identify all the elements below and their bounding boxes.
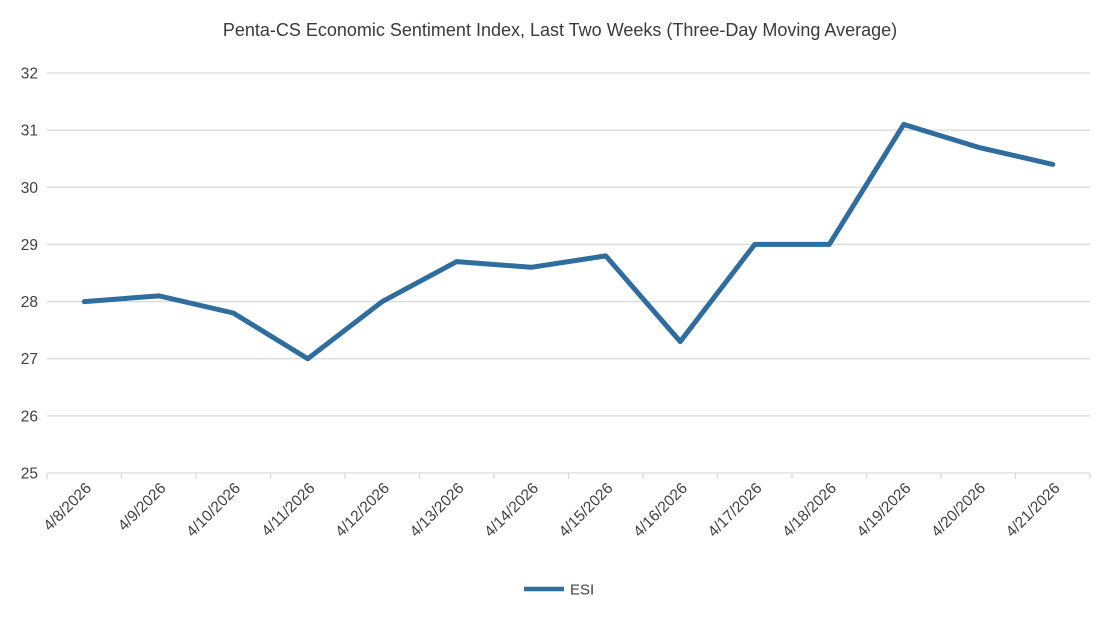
y-tick-label: 27 [21,351,38,368]
x-tick-label: 4/21/2026 [1003,480,1064,541]
x-tick-label: 4/18/2026 [779,480,840,541]
x-tick-label: 4/14/2026 [481,480,542,541]
y-axis-labels: 25 26 27 28 29 30 31 32 [21,66,39,483]
y-tick-label: 28 [21,294,38,311]
legend-label: ESI [570,582,594,599]
x-tick-label: 4/19/2026 [854,480,915,541]
x-axis-labels: 4/8/2026 4/9/2026 4/10/2026 4/11/2026 4/12/2… [40,480,1063,541]
x-tick-label: 4/20/2026 [928,480,989,541]
x-tick-label: 4/8/2026 [40,480,95,535]
x-tick-label: 4/17/2026 [705,480,766,541]
x-tick-label: 4/15/2026 [556,480,617,541]
y-tick-label: 32 [21,66,38,83]
x-tick-label: 4/10/2026 [183,480,244,541]
y-tick-label: 25 [21,466,38,483]
y-tick-label: 29 [21,237,38,254]
chart-title: Penta-CS Economic Sentiment Index, Last … [223,20,897,40]
y-tick-label: 26 [21,408,38,425]
x-tick-label: 4/9/2026 [115,480,170,535]
legend: ESI [524,582,594,599]
gridlines [47,72,1090,474]
y-tick-label: 31 [21,123,38,140]
x-tick-label: 4/16/2026 [630,480,691,541]
x-axis [46,473,1091,479]
x-tick-label: 4/12/2026 [332,480,393,541]
x-tick-label: 4/11/2026 [259,480,319,540]
y-tick-label: 30 [21,180,39,197]
x-tick-label: 4/13/2026 [407,480,468,541]
esi-series-line [81,121,1056,362]
